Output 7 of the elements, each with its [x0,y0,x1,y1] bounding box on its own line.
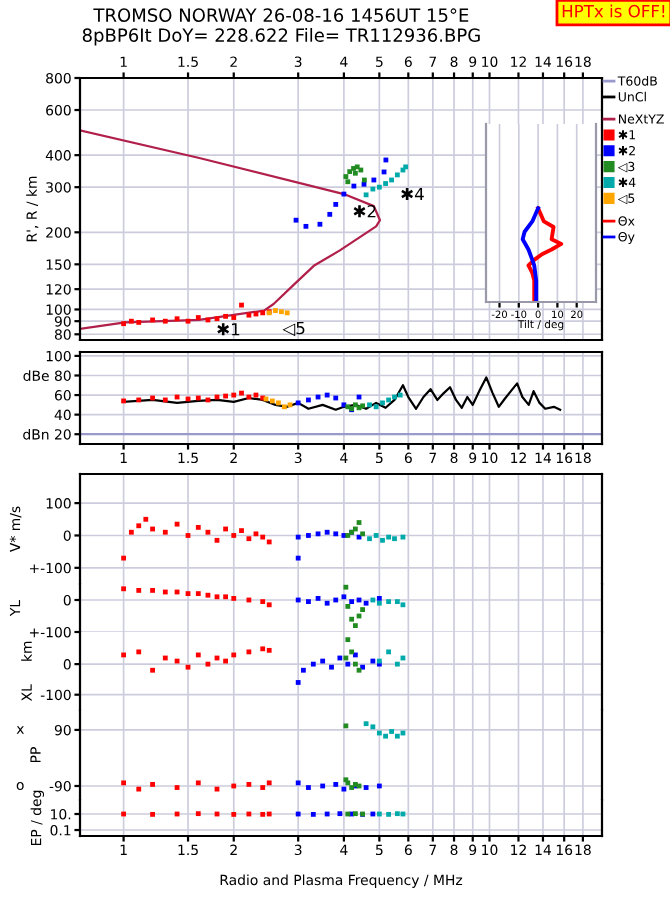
annotation: ◁5 [282,321,305,337]
chart-subtitle: 8pBP6It DoY= 228.622 File= TR112936.BPG [82,28,480,46]
chart-title: TROMSO NORWAY 26-08-16 1456UT 15°E [93,8,469,22]
annotation: ✱4 [401,187,424,201]
annotation: ✱2 [353,204,376,218]
text: HPTx is OFF! [562,4,665,18]
annotation: ✱1 [217,323,240,336]
